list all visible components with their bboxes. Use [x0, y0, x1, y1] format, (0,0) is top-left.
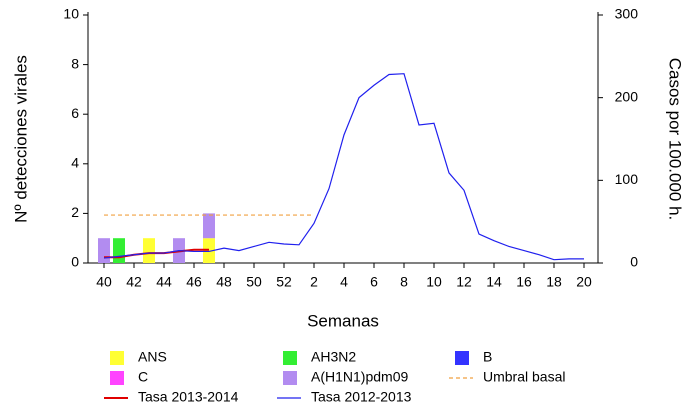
- legend-swatch: [110, 351, 124, 365]
- x-tick-label: 4: [340, 274, 348, 290]
- x-tick-label: 52: [276, 274, 292, 290]
- y2-tick-label: 200: [615, 88, 639, 104]
- legend-swatch: [455, 351, 469, 365]
- bar: [143, 238, 155, 263]
- y-tick-label: 10: [63, 6, 79, 22]
- bar: [203, 213, 215, 239]
- y2-tick-label: 0: [630, 254, 638, 270]
- legend-label: Tasa 2013-2014: [138, 389, 239, 405]
- y-tick-label: 0: [71, 254, 79, 270]
- y-axis-label: Nº detecciones virales: [11, 55, 30, 223]
- legend-label: B: [483, 349, 492, 365]
- legend-label: Tasa 2012-2013: [311, 389, 412, 405]
- line: [103, 73, 584, 261]
- x-tick-label: 46: [186, 274, 202, 290]
- legend-swatch: [283, 351, 297, 365]
- x-tick-label: 50: [246, 274, 262, 290]
- x-tick-label: 44: [156, 274, 172, 290]
- legend-label: Umbral basal: [483, 369, 565, 385]
- legend-swatch: [283, 371, 297, 385]
- x-tick-label: 16: [516, 274, 532, 290]
- x-tick-label: 40: [96, 274, 112, 290]
- y-tick-label: 6: [71, 105, 79, 121]
- legend-label: ANS: [138, 349, 167, 365]
- y-tick-label: 8: [71, 55, 79, 71]
- x-tick-label: 48: [216, 274, 232, 290]
- x-axis-label: Semanas: [307, 311, 379, 330]
- x-tick-label: 12: [456, 274, 472, 290]
- bar: [98, 238, 110, 263]
- bar: [113, 238, 125, 263]
- legend-label: AH3N2: [311, 349, 356, 365]
- x-tick-label: 6: [370, 274, 378, 290]
- x-tick-label: 42: [126, 274, 142, 290]
- y-tick-label: 2: [71, 204, 79, 220]
- y2-tick-label: 100: [615, 171, 639, 187]
- legend-label: A(H1N1)pdm09: [311, 369, 408, 385]
- x-tick-label: 2: [310, 274, 318, 290]
- x-tick-label: 18: [546, 274, 562, 290]
- legend-label: C: [138, 369, 148, 385]
- legend-swatch: [110, 371, 124, 385]
- x-tick-label: 8: [400, 274, 408, 290]
- x-tick-label: 14: [486, 274, 502, 290]
- y2-tick-label: 300: [615, 6, 639, 22]
- y2-axis-label: Casos por 100.000 h.: [666, 58, 685, 221]
- x-tick-label: 20: [576, 274, 592, 290]
- x-tick-label: 10: [426, 274, 442, 290]
- y-tick-label: 4: [71, 155, 79, 171]
